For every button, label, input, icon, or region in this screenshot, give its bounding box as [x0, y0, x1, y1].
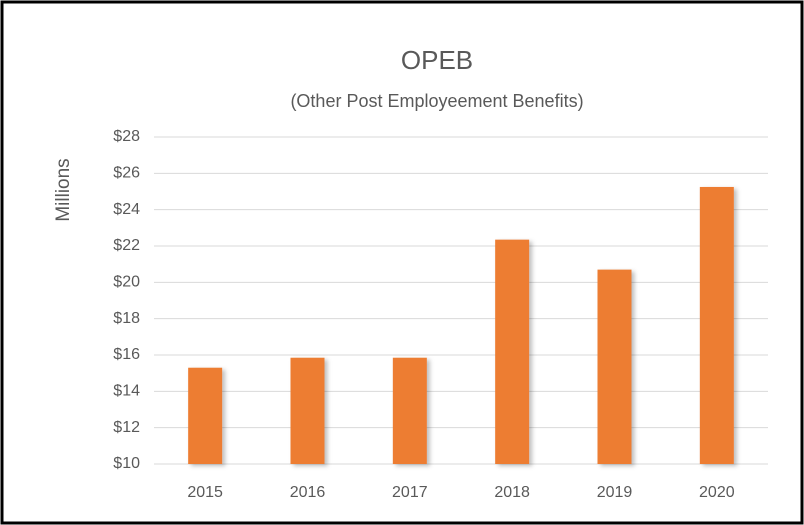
y-tick-label: $24: [113, 201, 140, 218]
bar: [188, 367, 223, 464]
x-tick-label: 2020: [699, 484, 735, 501]
bar: [699, 186, 734, 465]
x-tick-label: 2019: [597, 484, 633, 501]
bar: [597, 269, 632, 464]
x-tick-label: 2017: [392, 484, 428, 501]
x-tick-label: 2016: [290, 484, 326, 501]
chart-title: OPEB: [401, 45, 473, 75]
x-tick-label: 2018: [494, 484, 530, 501]
y-tick-label: $28: [113, 128, 140, 145]
bar: [290, 357, 325, 464]
y-tick-label: $14: [113, 383, 140, 400]
y-tick-label: $22: [113, 237, 140, 254]
y-tick-label: $18: [113, 310, 140, 327]
y-tick-label: $20: [113, 274, 140, 291]
y-tick-label: $12: [113, 419, 140, 436]
bar: [495, 239, 530, 464]
chart-subtitle: (Other Post Employeement Benefits): [290, 91, 583, 111]
y-axis-label: Millions: [53, 158, 74, 221]
bar: [392, 357, 427, 464]
y-tick-label: $10: [113, 455, 140, 472]
y-tick-label: $16: [113, 346, 140, 363]
x-tick-label: 2015: [187, 484, 223, 501]
y-tick-label: $26: [113, 165, 140, 182]
